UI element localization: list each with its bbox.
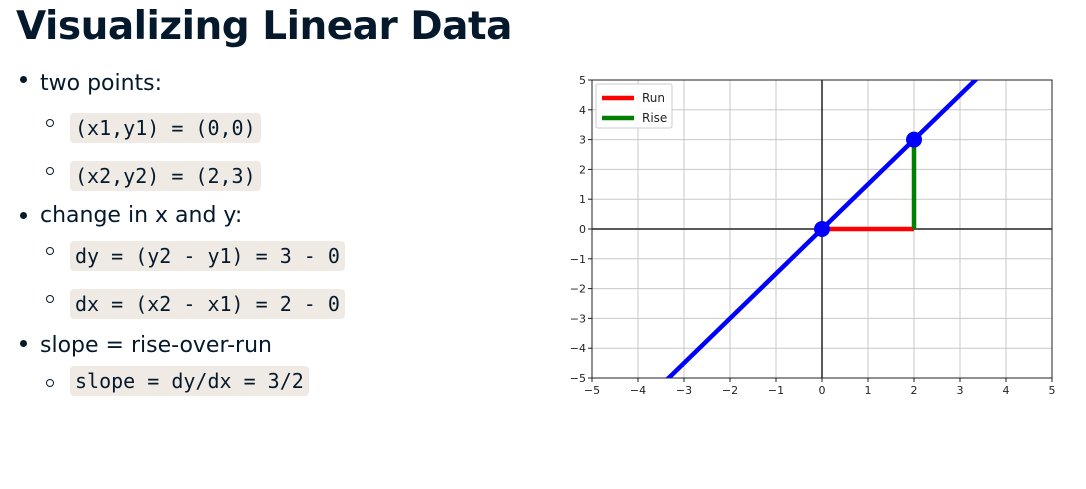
data-point xyxy=(906,131,922,148)
x-tick-label: −1 xyxy=(768,384,784,397)
x-tick-label: −4 xyxy=(630,384,646,397)
legend-label-run: Run xyxy=(642,91,665,105)
sub-item: dy = (y2 - y1) = 3 - 0 xyxy=(40,232,520,280)
y-tick-label: −3 xyxy=(570,312,586,325)
x-tick-label: −3 xyxy=(676,384,692,397)
y-tick-label: −2 xyxy=(570,283,586,296)
y-tick-label: 5 xyxy=(579,74,586,87)
x-tick-label: 2 xyxy=(911,384,918,397)
y-tick-label: 0 xyxy=(579,223,586,236)
x-tick-label: 1 xyxy=(865,384,872,397)
x-tick-label: 4 xyxy=(1003,384,1010,397)
x-tick-label: −2 xyxy=(722,384,738,397)
bullet-change: change in x and y: dy = (y2 - y1) = 3 - … xyxy=(0,200,520,328)
y-tick-label: −1 xyxy=(570,253,586,266)
sub-list: (x1,y1) = (0,0) (x2,y2) = (2,3) xyxy=(40,104,520,200)
sub-item: (x2,y2) = (2,3) xyxy=(40,152,520,200)
x-tick-label: 5 xyxy=(1049,384,1056,397)
bullet-text: two points: xyxy=(40,71,163,96)
sub-item: (x1,y1) = (0,0) xyxy=(40,104,520,152)
y-tick-label: 2 xyxy=(579,163,586,176)
bullet-list: two points: (x1,y1) = (0,0) (x2,y2) = (2… xyxy=(0,64,520,398)
code-snippet: slope = dy/dx = 3/2 xyxy=(70,366,309,396)
y-tick-label: −4 xyxy=(570,342,586,355)
x-tick-label: 3 xyxy=(957,384,964,397)
y-tick-label: 4 xyxy=(579,104,586,117)
y-tick-label: −5 xyxy=(570,372,586,385)
bullet-slope: slope = rise-over-run slope = dy/dx = 3/… xyxy=(0,328,520,398)
code-snippet: dx = (x2 - x1) = 2 - 0 xyxy=(70,289,345,319)
chart-svg: −5 −4 −3 −2 −1 0 1 2 3 4 5 −5 −4 −3 −2 −1 0 1 2 3 4 5 Run Rise xyxy=(570,74,1056,397)
sub-item: slope = dy/dx = 3/2 xyxy=(40,364,520,398)
slide-title: Visualizing Linear Data xyxy=(16,4,512,49)
code-snippet: dy = (y2 - y1) = 3 - 0 xyxy=(70,241,345,271)
bullet-text: change in x and y: xyxy=(40,203,243,228)
y-tick-label: 1 xyxy=(579,193,586,206)
bullet-text: slope = rise-over-run xyxy=(40,333,272,358)
code-snippet: (x1,y1) = (0,0) xyxy=(70,113,261,143)
y-tick-label: 3 xyxy=(579,134,586,147)
sub-list: dy = (y2 - y1) = 3 - 0 dx = (x2 - x1) = … xyxy=(40,232,520,328)
bullet-two-points: two points: (x1,y1) = (0,0) (x2,y2) = (2… xyxy=(0,64,520,200)
sub-list: slope = dy/dx = 3/2 xyxy=(40,364,520,398)
x-tick-label: −5 xyxy=(584,384,600,397)
x-tick-label: 0 xyxy=(819,384,826,397)
legend-label-rise: Rise xyxy=(642,111,667,125)
code-snippet: (x2,y2) = (2,3) xyxy=(70,161,261,191)
sub-item: dx = (x2 - x1) = 2 - 0 xyxy=(40,280,520,328)
line-chart: −5 −4 −3 −2 −1 0 1 2 3 4 5 −5 −4 −3 −2 −1 0 1 2 3 4 5 Run Rise xyxy=(560,70,1060,410)
data-point xyxy=(814,221,830,237)
